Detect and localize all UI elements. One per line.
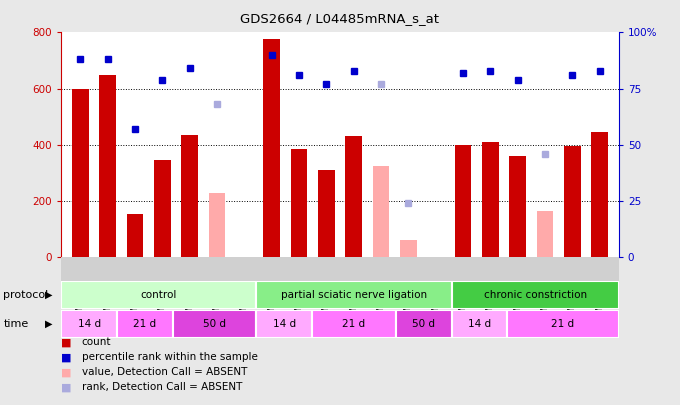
Text: ■: ■ xyxy=(61,352,71,362)
Text: ■: ■ xyxy=(61,367,71,377)
Text: percentile rank within the sample: percentile rank within the sample xyxy=(82,352,258,362)
Bar xyxy=(373,166,389,257)
Bar xyxy=(312,310,396,338)
Text: ▶: ▶ xyxy=(45,290,53,300)
Bar xyxy=(61,310,117,338)
Text: protocol: protocol xyxy=(3,290,49,300)
Bar xyxy=(126,213,143,257)
Text: 50 d: 50 d xyxy=(412,319,435,329)
Bar xyxy=(455,145,471,257)
Bar xyxy=(482,142,498,257)
Bar xyxy=(263,39,280,257)
Bar xyxy=(592,132,608,257)
Bar xyxy=(256,310,312,338)
Bar xyxy=(396,310,452,338)
Text: 21 d: 21 d xyxy=(342,319,366,329)
Text: GDS2664 / L04485mRNA_s_at: GDS2664 / L04485mRNA_s_at xyxy=(241,12,439,25)
Bar xyxy=(72,89,88,257)
Bar xyxy=(173,310,256,338)
Text: rank, Detection Call = ABSENT: rank, Detection Call = ABSENT xyxy=(82,382,242,392)
Text: 14 d: 14 d xyxy=(273,319,296,329)
Text: value, Detection Call = ABSENT: value, Detection Call = ABSENT xyxy=(82,367,247,377)
Text: ■: ■ xyxy=(61,337,71,347)
Text: 21 d: 21 d xyxy=(133,319,156,329)
Bar xyxy=(117,310,173,338)
Bar xyxy=(509,156,526,257)
Bar xyxy=(452,281,619,309)
Bar xyxy=(99,75,116,257)
Bar xyxy=(507,310,619,338)
Bar xyxy=(256,281,452,309)
Bar xyxy=(182,135,198,257)
Text: 14 d: 14 d xyxy=(468,319,491,329)
Text: partial sciatic nerve ligation: partial sciatic nerve ligation xyxy=(281,290,427,300)
Text: chronic constriction: chronic constriction xyxy=(483,290,587,300)
Text: 14 d: 14 d xyxy=(78,319,101,329)
Text: ▶: ▶ xyxy=(45,319,53,329)
Bar xyxy=(291,149,307,257)
Bar xyxy=(537,211,554,257)
Bar xyxy=(345,136,362,257)
Text: time: time xyxy=(3,319,29,329)
Text: 50 d: 50 d xyxy=(203,319,226,329)
Bar xyxy=(400,240,417,257)
Text: ■: ■ xyxy=(61,382,71,392)
Bar xyxy=(318,170,335,257)
Bar xyxy=(452,310,507,338)
Text: 21 d: 21 d xyxy=(551,319,575,329)
Bar xyxy=(564,146,581,257)
Bar xyxy=(154,160,171,257)
Bar xyxy=(209,192,225,257)
Text: control: control xyxy=(141,290,177,300)
Bar xyxy=(61,281,256,309)
Text: count: count xyxy=(82,337,111,347)
